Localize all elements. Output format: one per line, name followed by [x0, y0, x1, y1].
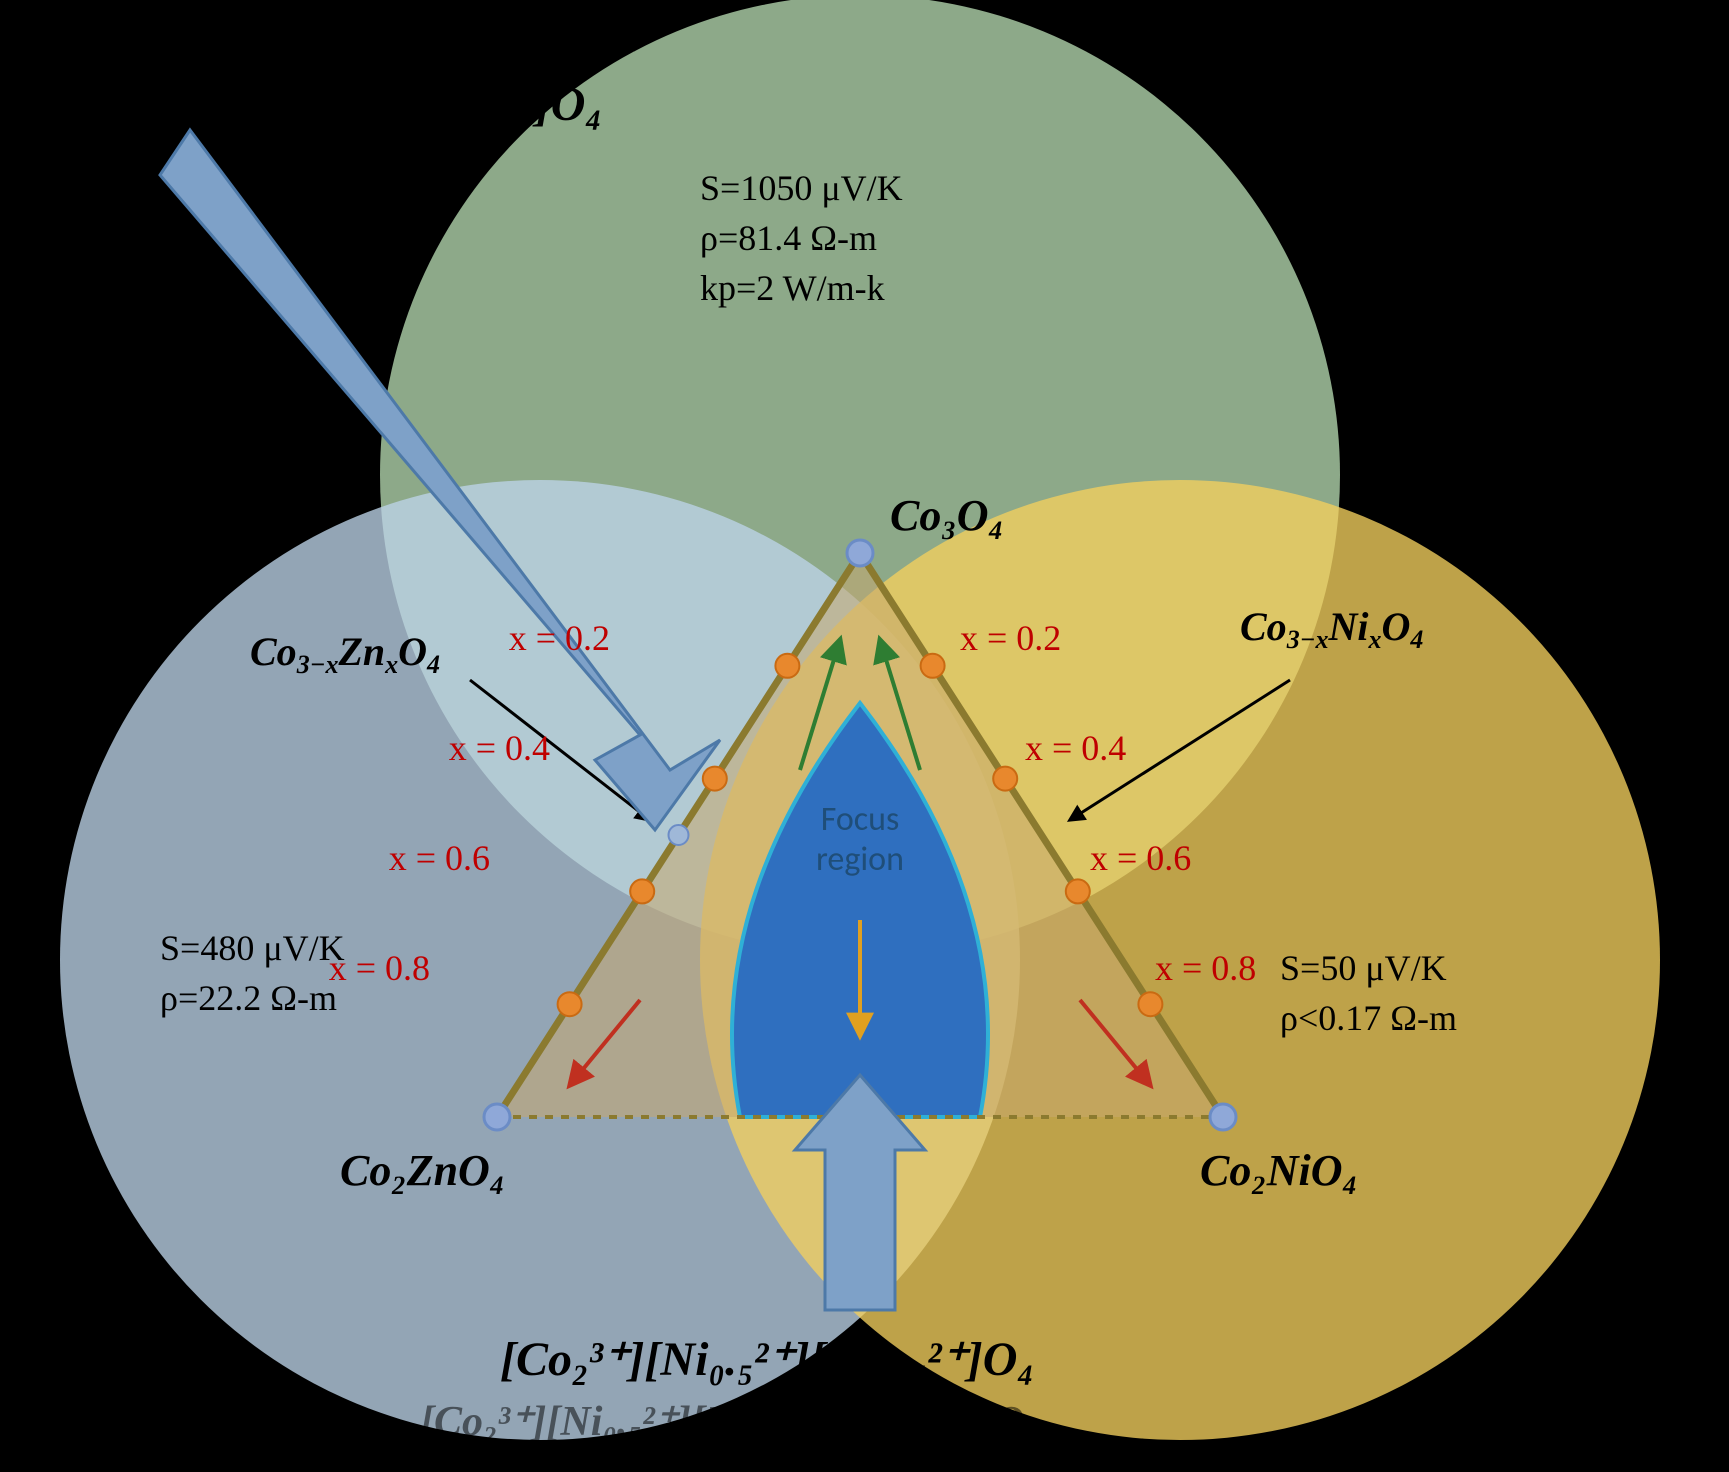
prop-left-1: S=480 μV/K — [160, 928, 345, 968]
edge-dot — [703, 767, 727, 791]
vertex-top — [847, 540, 873, 566]
edge-dot — [775, 654, 799, 678]
xval-r-1: x = 0.4 — [1025, 728, 1126, 768]
xval-l-2: x = 0.6 — [389, 838, 490, 878]
prop-left-2: ρ=22.2 Ω-m — [160, 978, 337, 1018]
xval-r-3: x = 0.8 — [1155, 948, 1256, 988]
prop-top-2: ρ=81.4 Ω-m — [700, 218, 877, 258]
edge-dot — [558, 992, 582, 1016]
xval-r-2: x = 0.6 — [1090, 838, 1191, 878]
callout-top: [Co₂³⁺][Co₀.₅²⁺][Zn₀.₅²⁺]O₄ — [60, 78, 602, 131]
edge-dot — [993, 767, 1017, 791]
xval-r-0: x = 0.2 — [960, 618, 1061, 658]
formula-left: Co₂ZnO₄ — [340, 1146, 505, 1195]
edge-dot — [1066, 879, 1090, 903]
vertex-left — [484, 1104, 510, 1130]
callout-bottom: [Co₂³⁺][Ni₀.₅²⁺][Zn₀.₅²⁺]O₄ — [500, 1333, 1034, 1386]
edge-formula-right: Co3−xNixO4 — [1240, 604, 1423, 654]
edge-dot — [1138, 992, 1162, 1016]
focus-label-2: region — [816, 839, 904, 880]
xval-l-0: x = 0.2 — [509, 618, 610, 658]
edge-formula-left: Co3−xZnxO4 — [250, 629, 440, 679]
prop-top-3: kp=2 W/m-k — [700, 268, 885, 308]
xval-l-1: x = 0.4 — [449, 728, 550, 768]
callout-bottom-extra: [Co₂³⁺][Ni₀.₅²⁺][Zn₀.₅²⁺][Co²⁺₀.₅]O₄ — [420, 1399, 1039, 1445]
vertex-right — [1210, 1104, 1236, 1130]
diagram-root: Focus region S=1050 μV/K ρ=81.4 Ω-m kp=2… — [0, 0, 1729, 1472]
midpoint-left — [669, 825, 689, 845]
formula-top: Co₃O₄ — [890, 491, 1004, 540]
focus-label-1: Focus — [821, 799, 900, 840]
prop-right-1: S=50 μV/K — [1280, 948, 1447, 988]
formula-right: Co₂NiO₄ — [1200, 1146, 1358, 1195]
edge-dot — [921, 654, 945, 678]
edge-dot — [630, 879, 654, 903]
prop-right-2: ρ<0.17 Ω-m — [1280, 998, 1457, 1038]
prop-top-1: S=1050 μV/K — [700, 168, 903, 208]
xval-l-3: x = 0.8 — [329, 948, 430, 988]
